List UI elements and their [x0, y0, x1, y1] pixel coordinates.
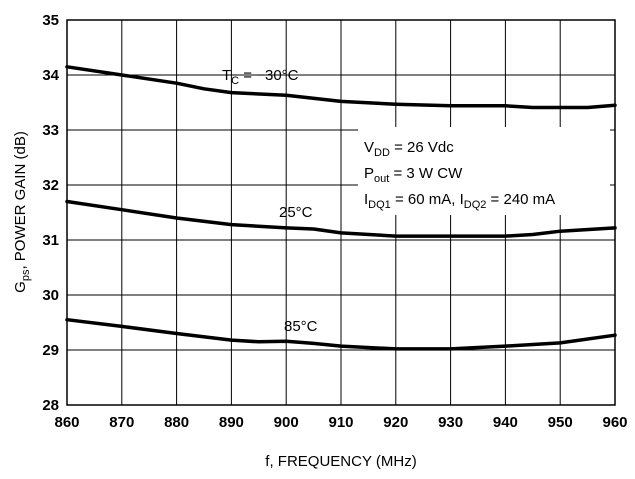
- x-tick-880: 880: [164, 414, 189, 431]
- y-axis-label-rest: , POWER GAIN (dB): [12, 131, 29, 269]
- x-tick-940: 940: [493, 414, 518, 431]
- series-label-minus30: TC = −30°C: [222, 67, 299, 87]
- y-tick-labels: 28 29 30 31 32 33 34 35: [42, 12, 59, 414]
- x-tick-910: 910: [328, 414, 353, 431]
- x-tick-930: 930: [438, 414, 463, 431]
- x-tick-920: 920: [383, 414, 408, 431]
- condition-vdd-sub: DD: [374, 147, 390, 159]
- series-label-minus30-prefix: T: [222, 67, 231, 84]
- plot-frame: [66, 19, 616, 406]
- condition-vdd-text: = 26 Vdc: [390, 139, 454, 156]
- series-label-25: 25°C: [279, 204, 313, 221]
- condition-idq2-text: = 240 mA: [486, 191, 555, 208]
- series-lines: [65, 65, 617, 351]
- x-tick-950: 950: [548, 414, 573, 431]
- y-tick-28: 28: [42, 397, 59, 414]
- y-tick-32: 32: [42, 177, 59, 194]
- y-axis-label-main: G: [12, 281, 29, 293]
- x-tick-960: 960: [602, 414, 627, 431]
- x-tick-860: 860: [54, 414, 79, 431]
- condition-pout-sub: out: [374, 173, 389, 185]
- x-tick-870: 870: [109, 414, 134, 431]
- condition-vdd: VDD = 26 Vdc: [364, 139, 454, 159]
- y-tick-35: 35: [42, 12, 59, 29]
- series-line-minus30: [65, 65, 617, 110]
- y-tick-33: 33: [42, 122, 59, 139]
- condition-idq1-sub: DQ1: [368, 199, 391, 211]
- condition-pout-text: = 3 W CW: [389, 165, 463, 182]
- y-tick-34: 34: [42, 67, 59, 84]
- condition-pout-prefix: P: [364, 165, 374, 182]
- condition-idq: IDQ1 = 60 mA, IDQ2 = 240 mA: [364, 191, 555, 211]
- y-tick-29: 29: [42, 342, 59, 359]
- conditions-box-bg: [358, 127, 610, 215]
- y-axis-label-sub: ps: [20, 269, 32, 281]
- series-label-minus30-text: = −30°C: [239, 67, 299, 84]
- condition-idq2-prefix: I: [460, 191, 464, 208]
- x-tick-900: 900: [274, 414, 299, 431]
- condition-idq2-sub: DQ2: [464, 199, 487, 211]
- y-tick-31: 31: [42, 232, 59, 249]
- series-label-85: 85°C: [284, 318, 318, 335]
- series-label-minus30-sub: C: [231, 75, 239, 87]
- condition-vdd-prefix: V: [364, 139, 374, 156]
- series-line-85: [65, 317, 617, 351]
- condition-idq1-text: = 60 mA,: [391, 191, 460, 208]
- condition-pout: Pout = 3 W CW: [364, 165, 463, 185]
- series-line-25: [65, 199, 617, 238]
- x-tick-890: 890: [219, 414, 244, 431]
- condition-idq1-prefix: I: [364, 191, 368, 208]
- x-axis-label: f, FREQUENCY (MHz): [265, 453, 416, 470]
- y-tick-30: 30: [42, 287, 59, 304]
- y-axis-label: Gps, POWER GAIN (dB): [12, 131, 32, 293]
- x-tick-labels: 860 870 880 890 900 910 920 930 940 950 960: [54, 414, 627, 431]
